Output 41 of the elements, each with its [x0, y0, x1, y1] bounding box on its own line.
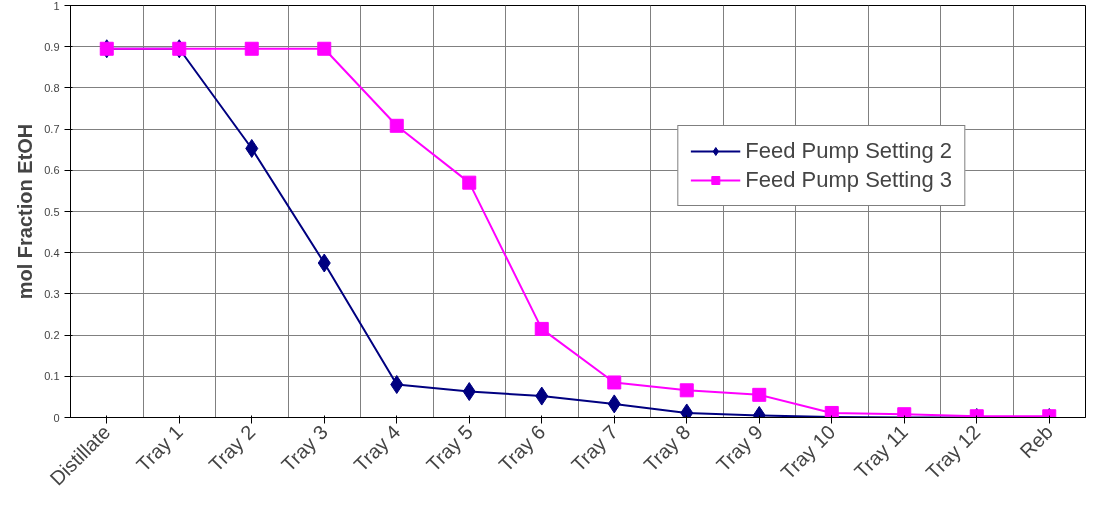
x-tick-label: Tray 5: [421, 420, 478, 476]
point: [607, 375, 622, 390]
x-tick-label: Tray 6: [494, 420, 550, 476]
y-tick-label: 0.8: [44, 81, 60, 94]
x-tick-label: Reb: [1015, 420, 1058, 463]
y-axis-title: mol Fraction EtOH: [14, 123, 37, 300]
legend-label: Feed Pump Setting 2: [745, 138, 952, 164]
point: [462, 382, 476, 402]
legend-label: Feed Pump Setting 3: [745, 167, 952, 193]
point: [389, 118, 404, 133]
point: [462, 175, 477, 190]
point: [607, 394, 621, 414]
x-tick-label: Tray 1: [131, 420, 188, 476]
point: [534, 321, 549, 336]
y-tick-label: 0.6: [44, 164, 60, 177]
y-tick-label: 0.1: [44, 370, 60, 383]
y-tick-label: 0.4: [44, 246, 60, 259]
point: [752, 387, 767, 402]
x-tick-label: Tray 12: [921, 420, 985, 484]
x-tick-label: Tray 4: [349, 420, 405, 476]
point: [317, 253, 331, 273]
x-tick-label: Tray 9: [711, 420, 768, 476]
y-tick-label: 0.5: [44, 205, 60, 218]
y-tick-label: 0: [53, 411, 60, 424]
x-tick-label: Tray 3: [276, 420, 333, 476]
y-tick-label: 0.9: [44, 40, 60, 53]
y-tick-label: 0.7: [44, 123, 60, 136]
point: [245, 138, 259, 158]
point: [317, 41, 332, 56]
x-tick-label: Tray 11: [850, 420, 913, 483]
y-tick-label: 0.3: [44, 287, 60, 300]
y-tick-label: 0.2: [44, 329, 60, 342]
y-tick-label: 1: [53, 0, 60, 12]
point: [535, 386, 549, 406]
point: [244, 41, 259, 56]
point: [679, 383, 694, 398]
x-tick-label: Tray 7: [566, 420, 623, 476]
x-tick-label: Tray 2: [204, 420, 260, 476]
x-tick-label: Tray 8: [639, 420, 695, 476]
point: [390, 375, 404, 395]
x-tick-label: Tray 10: [776, 420, 840, 484]
